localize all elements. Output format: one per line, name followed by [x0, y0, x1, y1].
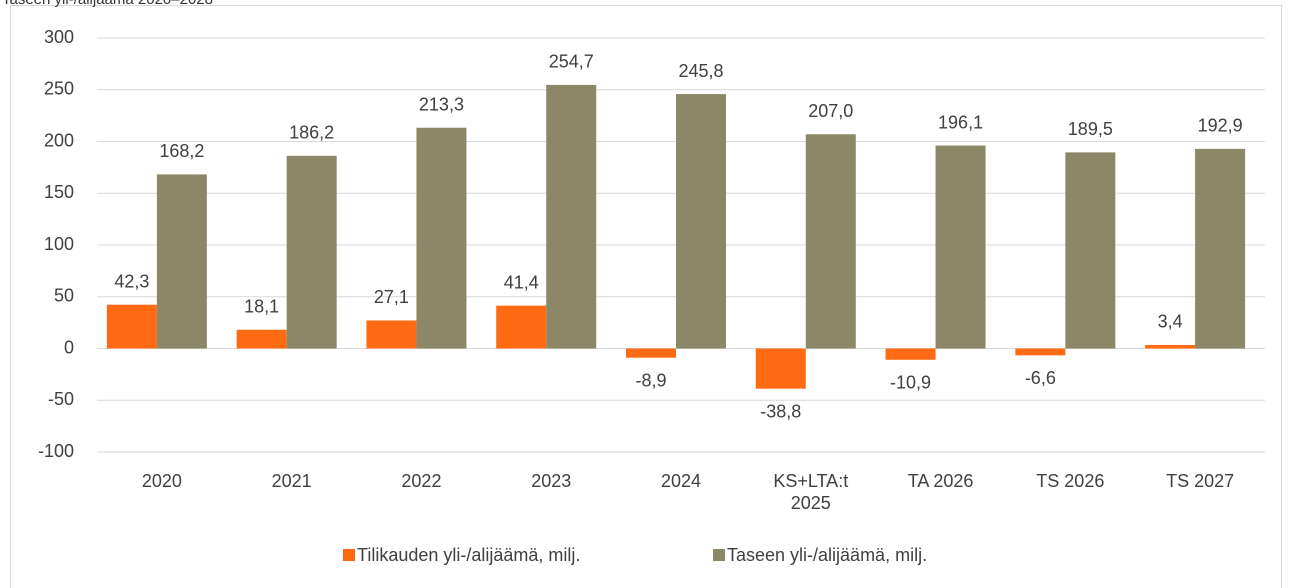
- bar: [676, 94, 726, 349]
- legend-label: Taseen yli-/alijäämä, milj.: [727, 545, 927, 565]
- data-label: 192,9: [1198, 116, 1243, 136]
- data-label: 18,1: [244, 297, 279, 317]
- data-label: 42,3: [114, 271, 149, 291]
- y-tick-label: 0: [64, 337, 74, 357]
- legend-swatch: [713, 549, 725, 561]
- bar: [885, 348, 936, 360]
- y-tick-label: 250: [44, 79, 74, 99]
- bar: [1015, 348, 1066, 356]
- data-label: -10,9: [890, 373, 931, 393]
- data-label: 245,8: [678, 61, 723, 81]
- bar: [286, 155, 337, 349]
- bar: [755, 348, 806, 389]
- x-tick-label: 2024: [660, 471, 702, 491]
- bar: [156, 174, 207, 349]
- data-label: -8,9: [635, 370, 666, 390]
- data-label: 186,2: [289, 123, 334, 143]
- y-tick-label: -50: [48, 389, 74, 409]
- x-tick-label: TA 2026: [907, 471, 974, 491]
- bar: [935, 145, 986, 349]
- bar: [1145, 344, 1196, 349]
- data-label: 168,2: [159, 141, 204, 161]
- x-tick-label: TS 2027: [1166, 471, 1235, 491]
- bar: [416, 127, 467, 349]
- y-tick-label: 300: [44, 27, 74, 47]
- data-label: 41,4: [504, 272, 539, 292]
- bar: [546, 84, 597, 349]
- bar: [106, 304, 157, 349]
- data-label: -38,8: [760, 401, 801, 421]
- bar: [1195, 148, 1246, 349]
- data-label: 196,1: [938, 112, 983, 132]
- bar: [496, 305, 547, 349]
- chart-title: Taseen yli-/alijäämä 2020–2028: [2, 0, 213, 8]
- x-tick-label: 2023: [531, 471, 572, 491]
- y-tick-label: 50: [54, 286, 74, 306]
- data-label: 3,4: [1158, 312, 1183, 332]
- data-label: 207,0: [808, 101, 853, 121]
- y-tick-label: 100: [44, 234, 74, 254]
- y-tick-label: 200: [44, 130, 74, 150]
- data-label: 213,3: [419, 94, 464, 114]
- x-tick-label: 2022: [401, 471, 442, 491]
- data-label: 254,7: [549, 52, 594, 72]
- y-tick-label: 150: [44, 182, 74, 202]
- legend-swatch: [343, 549, 355, 561]
- data-label: 189,5: [1068, 119, 1113, 139]
- bar: [236, 329, 287, 349]
- bar: [1065, 152, 1116, 349]
- x-tick-label: TS 2026: [1036, 471, 1105, 491]
- x-tick-label: 2021: [271, 471, 312, 491]
- bar: [805, 134, 856, 349]
- x-tick-label: 2020: [141, 471, 182, 491]
- bar: [366, 320, 417, 349]
- bar: [626, 348, 676, 358]
- legend-label: Tilikauden yli-/alijäämä, milj.: [357, 545, 580, 565]
- data-label: -6,6: [1025, 368, 1056, 388]
- y-tick-label: -100: [38, 441, 74, 461]
- data-label: 27,1: [374, 287, 409, 307]
- chart-border: [10, 5, 1282, 588]
- x-tick-label: KS+LTA:t 2025: [773, 471, 849, 513]
